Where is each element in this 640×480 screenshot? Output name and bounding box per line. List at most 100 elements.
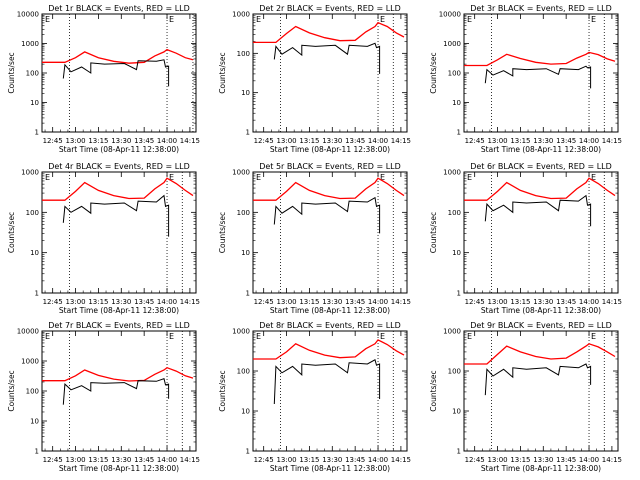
x-tick-label: 13:30: [111, 456, 131, 464]
y-axis-label: Counts/sec: [429, 370, 438, 411]
x-tick-label: 14:15: [180, 456, 200, 464]
lld-series-line: [253, 21, 405, 44]
x-tick-label: 13:00: [276, 137, 296, 145]
x-tick-label: 14:15: [391, 137, 411, 145]
plot-title: Det 6r BLACK = Events, RED = LLD: [470, 162, 612, 171]
x-axis-label: Start Time (08-Apr-11 12:38:00): [270, 145, 390, 154]
x-tick-label: 14:00: [157, 456, 177, 464]
x-tick-label: 13:45: [556, 298, 576, 306]
x-tick-label: 13:15: [510, 137, 530, 145]
x-tick-label: 12:45: [43, 456, 63, 464]
plot-panel: Det 6r BLACK = Events, RED = LLD 1 10 100 10…: [429, 162, 622, 315]
marker-flag-label: E: [256, 332, 261, 341]
y-tick-label: 10: [452, 408, 461, 416]
y-tick-label: 100: [26, 209, 39, 217]
marker-flag-label: E: [380, 173, 385, 182]
x-axis-label: Start Time (08-Apr-11 12:38:00): [59, 306, 179, 315]
x-tick-label: 14:15: [180, 298, 200, 306]
x-tick-label: 13:00: [65, 456, 85, 464]
x-tick-label: 13:30: [533, 298, 553, 306]
axes-frame: [41, 13, 197, 133]
y-axis-label: Counts/sec: [7, 212, 16, 253]
x-tick-label: 13:00: [276, 456, 296, 464]
y-tick-label: 10000: [17, 11, 39, 19]
x-tick-label: 13:45: [345, 137, 365, 145]
x-axis-label: Start Time (08-Apr-11 12:38:00): [59, 145, 179, 154]
x-tick-label: 13:00: [487, 298, 507, 306]
marker-flag-label: E: [467, 173, 472, 182]
y-tick-label: 100: [26, 70, 39, 78]
plot-panel: Det 2r BLACK = Events, RED = LLD 1 10 100 10…: [218, 4, 411, 154]
events-series-line: [273, 42, 381, 74]
plot-title: Det 9r BLACK = Events, RED = LLD: [470, 321, 612, 330]
y-tick-label: 1000: [21, 358, 39, 366]
events-series-line: [62, 194, 170, 237]
y-tick-label: 100: [448, 368, 461, 376]
marker-flag-label: E: [169, 332, 174, 341]
y-tick-label: 1: [35, 448, 39, 456]
y-tick-label: 1: [35, 129, 39, 137]
x-tick-label: 13:15: [88, 456, 108, 464]
x-tick-label: 14:15: [391, 298, 411, 306]
y-tick-label: 1000: [21, 40, 39, 48]
marker-flag-label: E: [380, 332, 385, 341]
x-axis-label: Start Time (08-Apr-11 12:38:00): [481, 306, 601, 315]
x-tick-label: 14:00: [579, 456, 599, 464]
y-tick-label: 1000: [443, 40, 461, 48]
y-tick-label: 10: [30, 418, 39, 426]
y-axis-label: Counts/sec: [218, 52, 227, 93]
x-tick-label: 13:00: [487, 137, 507, 145]
lld-series-line: [464, 51, 616, 67]
y-axis-label: Counts/sec: [7, 52, 16, 93]
plot-title: Det 5r BLACK = Events, RED = LLD: [259, 162, 401, 171]
plot-panel: Det 4r BLACK = Events, RED = LLD 1 10 100 10…: [7, 162, 200, 315]
marker-flag-label: E: [591, 332, 596, 341]
x-tick-label: 14:15: [602, 298, 622, 306]
y-tick-label: 10000: [439, 11, 461, 19]
y-tick-label: 10: [241, 89, 250, 97]
x-tick-label: 13:00: [487, 456, 507, 464]
marker-flag-label: E: [169, 173, 174, 182]
x-tick-label: 13:00: [65, 298, 85, 306]
y-tick-label: 1: [246, 290, 250, 298]
y-tick-label: 1000: [232, 11, 250, 19]
x-axis-label: Start Time (08-Apr-11 12:38:00): [59, 464, 179, 473]
marker-flag-label: E: [467, 332, 472, 341]
plot-panel: Det 3r BLACK = Events, RED = LLD 1 10 100 10…: [429, 4, 622, 154]
x-tick-label: 12:45: [465, 298, 485, 306]
x-tick-label: 13:15: [88, 137, 108, 145]
events-series-line: [273, 196, 381, 234]
x-tick-label: 13:45: [556, 137, 576, 145]
marker-flag-label: E: [591, 15, 596, 24]
events-series-line: [484, 194, 592, 227]
y-tick-label: 1: [246, 448, 250, 456]
axes-frame: [252, 171, 408, 294]
x-tick-label: 13:15: [299, 298, 319, 306]
axes-frame: [41, 330, 197, 452]
plot-title: Det 3r BLACK = Events, RED = LLD: [470, 4, 612, 13]
x-tick-label: 14:00: [368, 456, 388, 464]
marker-flag-label: E: [467, 15, 472, 24]
x-tick-label: 14:15: [602, 456, 622, 464]
y-tick-label: 1: [457, 448, 461, 456]
x-tick-label: 14:00: [157, 298, 177, 306]
axes-frame: [252, 13, 408, 133]
x-tick-label: 13:30: [322, 456, 342, 464]
axes-frame: [463, 330, 619, 452]
x-tick-label: 13:45: [134, 137, 154, 145]
x-tick-label: 13:15: [299, 456, 319, 464]
x-tick-label: 12:45: [43, 137, 63, 145]
plot-panel: Det 7r BLACK = Events, RED = LLD 1 10 100 10…: [7, 321, 200, 473]
x-tick-label: 14:00: [157, 137, 177, 145]
y-tick-label: 1: [457, 129, 461, 137]
y-tick-label: 10000: [17, 328, 39, 336]
y-tick-label: 100: [448, 209, 461, 217]
events-series-line: [62, 377, 170, 405]
y-tick-label: 1: [457, 290, 461, 298]
y-tick-label: 10: [241, 408, 250, 416]
axes-frame: [41, 171, 197, 294]
marker-flag-label: E: [45, 332, 50, 341]
y-tick-label: 1000: [232, 169, 250, 177]
plot-title: Det 2r BLACK = Events, RED = LLD: [259, 4, 401, 13]
x-tick-label: 13:30: [111, 298, 131, 306]
